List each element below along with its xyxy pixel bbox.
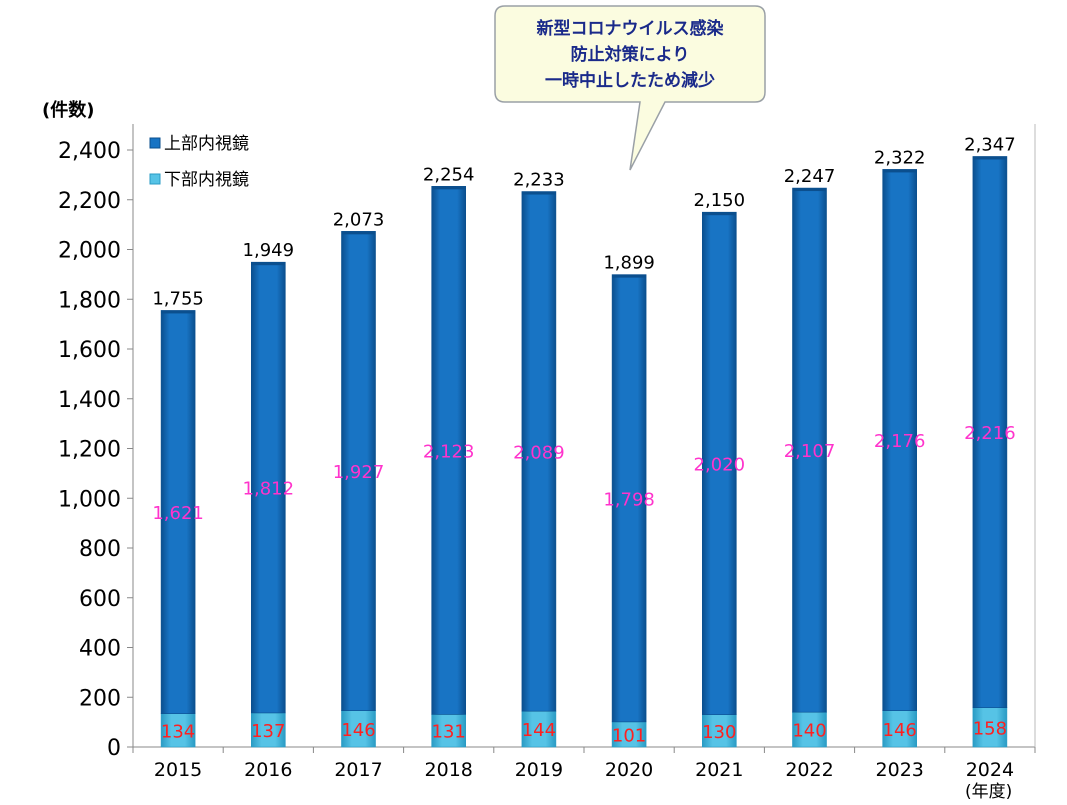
total-label-2019: 2,233 [513,170,565,191]
total-label-2021: 2,150 [694,190,746,211]
y-tick-label: 400 [79,637,121,662]
y-tick-label: 1,800 [58,288,121,313]
y-tick-label: 1,400 [58,388,121,413]
bar-cap-2016 [251,262,286,266]
x-tick-label-2019: 2019 [515,759,563,781]
upper-value-label-2018: 2,123 [423,441,475,462]
callout-bubble [494,5,766,171]
upper-value-label-2019: 2,089 [513,442,565,463]
bar-cap-2020 [612,274,647,278]
total-label-2018: 2,254 [423,164,475,185]
callout-line-1: 新型コロナウイルス感染 [537,18,724,39]
bar-upper-2015 [160,310,196,714]
y-tick-label: 2,200 [58,189,121,214]
legend: 上部内視鏡 下部内視鏡 [149,134,249,190]
x-tick-label-2024: 2024 [966,759,1014,781]
legend-swatch-upper [149,137,161,149]
x-tick-label-2020: 2020 [605,759,653,781]
x-tick-label-2016: 2016 [244,759,292,781]
lower-value-label-2017: 146 [341,720,375,741]
upper-value-label-2016: 1,812 [243,479,295,500]
lower-value-label-2018: 131 [432,722,466,743]
x-tick-label-2023: 2023 [876,759,924,781]
lower-value-label-2019: 144 [522,720,556,741]
bar-upper-2023 [882,169,918,711]
bar-upper-2018 [431,186,467,715]
axes: 0 200 400 600 800 1,000 1,200 1,400 1,600 1,800 2,… [58,124,1036,761]
legend-label-lower: 下部内視鏡 [164,170,249,190]
upper-value-label-2023: 2,176 [874,431,926,452]
bar-lower-2015 [160,713,196,748]
y-tick-label: 2,000 [58,239,121,264]
x-axis-label: (年度) [965,782,1012,802]
bar-upper-2020 [611,274,647,723]
y-tick-label: 600 [79,587,121,612]
y-tick-label: 1,000 [58,487,121,512]
y-tick-label: 2,400 [58,139,121,164]
lower-value-label-2023: 146 [883,720,917,741]
lower-value-label-2020: 101 [612,725,646,746]
bar-cap-2018 [431,186,466,190]
x-tick-label-2017: 2017 [334,759,382,781]
upper-value-label-2015: 1,621 [152,503,204,524]
y-tick-label: 200 [79,686,121,711]
callout: 新型コロナウイルス感染 防止対策により 一時中止したため減少 [494,5,766,171]
bar-lower-2018 [431,714,467,748]
bar-cap-2021 [702,212,737,216]
bar-upper-2016 [251,261,286,714]
x-tick-label-2022: 2022 [785,759,833,781]
total-label-2024: 2,347 [964,134,1016,155]
lower-value-label-2016: 137 [251,721,285,742]
bar-cap-2015 [161,310,196,314]
total-label-2020: 1,899 [603,253,655,274]
bar-upper-2022 [792,187,827,713]
upper-value-label-2024: 2,216 [964,423,1016,444]
total-label-2015: 1,755 [152,288,204,309]
total-label-2016: 1,949 [243,240,295,261]
bar-cap-2019 [521,191,556,195]
x-tick-label-2015: 2015 [154,759,202,781]
bar-lower-2016 [251,712,286,748]
bar-cap-2022 [792,188,827,192]
callout-line-2: 防止対策により [571,44,690,65]
lower-value-label-2021: 130 [702,722,736,743]
upper-value-label-2020: 1,798 [603,489,655,510]
bar-upper-2021 [701,211,737,715]
bar-cap-2024 [972,156,1007,160]
upper-value-label-2022: 2,107 [784,441,836,462]
legend-swatch-lower [149,173,161,185]
x-tick-label-2021: 2021 [695,759,743,781]
legend-label-upper: 上部内視鏡 [164,134,249,154]
data-labels: 2015 1,755 1,621 134 2016 1,949 1,812 137 2017 2,… [152,134,1015,781]
total-label-2023: 2,322 [874,147,926,168]
y-tick-label: 800 [79,537,121,562]
bar-upper-2017 [341,231,376,711]
bar-cap-2023 [882,169,917,173]
total-label-2022: 2,247 [784,166,836,187]
y-tick-label: 1,200 [58,438,121,463]
bar-lower-2017 [341,710,376,748]
bar-cap-2017 [341,231,376,235]
y-axis-label: (件数) [42,99,94,121]
callout-line-3: 一時中止したため減少 [545,70,715,91]
upper-value-label-2021: 2,020 [694,454,746,475]
total-label-2017: 2,073 [333,209,385,230]
y-tick-label: 1,600 [58,338,121,363]
lower-value-label-2015: 134 [161,721,195,742]
bar-upper-2019 [521,191,557,712]
bars [160,156,1008,748]
x-tick-label-2018: 2018 [425,759,473,781]
y-tick-label: 0 [107,736,121,761]
bar-upper-2024 [972,156,1008,708]
upper-value-label-2017: 1,927 [333,462,385,483]
lower-value-label-2022: 140 [792,721,826,742]
lower-value-label-2024: 158 [973,718,1007,739]
